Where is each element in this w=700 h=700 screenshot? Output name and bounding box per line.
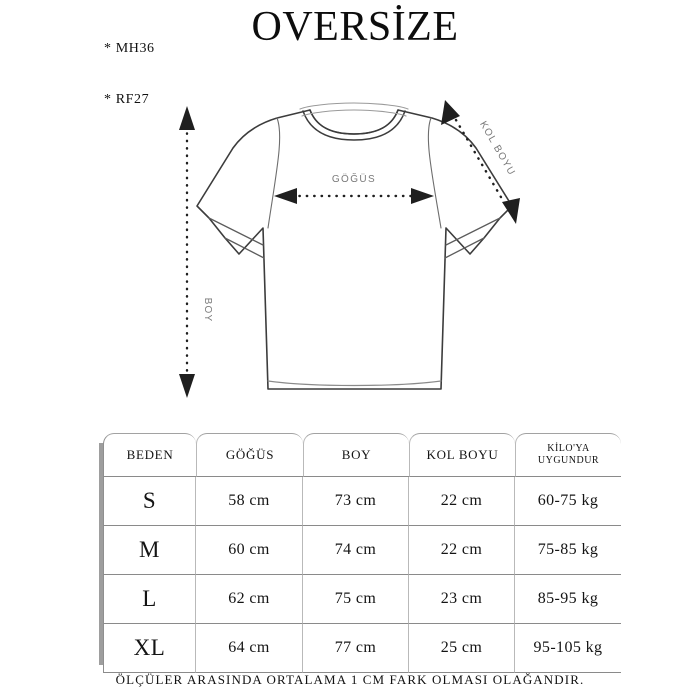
cell-length: 74 cm <box>303 526 409 575</box>
cell-chest: 58 cm <box>196 477 303 526</box>
column-header-boy: BOY <box>303 433 409 477</box>
cell-sleeve: 23 cm <box>409 575 515 624</box>
column-header-kilo-line1: KİLO'YA <box>547 443 590 454</box>
column-header-kilo: KİLO'YA UYGUNDUR <box>515 433 621 477</box>
cell-sleeve: 22 cm <box>409 477 515 526</box>
column-header-gogus: GÖĞÜS <box>196 433 303 477</box>
footer-note: ÖLÇÜLER ARASINDA ORTALAMA 1 CM FARK OLMA… <box>115 672 585 687</box>
cell-length: 73 cm <box>303 477 409 526</box>
table-header-row: BEDEN GÖĞÜS BOY KOL BOYU KİLO'YA UYGUNDU… <box>103 433 621 477</box>
page-title: OVERSİZE <box>251 4 459 50</box>
column-header-kilo-line2: UYGUNDUR <box>537 455 600 466</box>
cell-size: XL <box>103 624 196 673</box>
cell-weight: 75-85 kg <box>515 526 621 575</box>
size-table: BEDEN GÖĞÜS BOY KOL BOYU KİLO'YA UYGUNDU… <box>103 433 621 673</box>
column-header-kol-boyu: KOL BOYU <box>409 433 515 477</box>
chest-measure-arrow <box>274 188 434 204</box>
collar-seam-lines <box>299 102 409 117</box>
cell-chest: 64 cm <box>196 624 303 673</box>
tshirt-body-outline <box>196 109 513 390</box>
table-row: XL 64 cm 77 cm 25 cm 95-105 kg <box>103 624 621 673</box>
cell-chest: 62 cm <box>196 575 303 624</box>
table-row: S 58 cm 73 cm 22 cm 60-75 kg <box>103 477 621 526</box>
length-measure-arrow <box>179 106 195 398</box>
sleeve-cuffs <box>208 217 501 259</box>
cell-weight: 85-95 kg <box>515 575 621 624</box>
cell-sleeve: 25 cm <box>409 624 515 673</box>
tshirt-illustration: BOY GÖĞÜS KOL BOYU <box>0 78 700 418</box>
bottom-hem <box>267 380 442 387</box>
product-code-list: * MH36 * RF27 <box>104 6 155 125</box>
cell-chest: 60 cm <box>196 526 303 575</box>
product-code-2: * RF27 <box>104 92 150 107</box>
chest-measure-label: GÖĞÜS <box>332 172 376 185</box>
cell-size: L <box>103 575 196 624</box>
length-measure-label: BOY <box>202 298 213 323</box>
cell-length: 77 cm <box>303 624 409 673</box>
shoulder-seams <box>267 117 442 229</box>
cell-length: 75 cm <box>303 575 409 624</box>
table-row: L 62 cm 75 cm 23 cm 85-95 kg <box>103 575 621 624</box>
cell-size: S <box>103 477 196 526</box>
cell-weight: 60-75 kg <box>515 477 621 526</box>
table-left-accent <box>99 443 104 665</box>
cell-weight: 95-105 kg <box>515 624 621 673</box>
table-row: M 60 cm 74 cm 22 cm 75-85 kg <box>103 526 621 575</box>
tshirt-collar <box>302 109 406 141</box>
cell-sleeve: 22 cm <box>409 526 515 575</box>
sleeve-measure-arrow <box>441 100 520 224</box>
column-header-beden: BEDEN <box>103 433 196 477</box>
size-table-container: BEDEN GÖĞÜS BOY KOL BOYU KİLO'YA UYGUNDU… <box>103 433 621 673</box>
product-code-1: * MH36 <box>104 41 155 56</box>
cell-size: M <box>103 526 196 575</box>
